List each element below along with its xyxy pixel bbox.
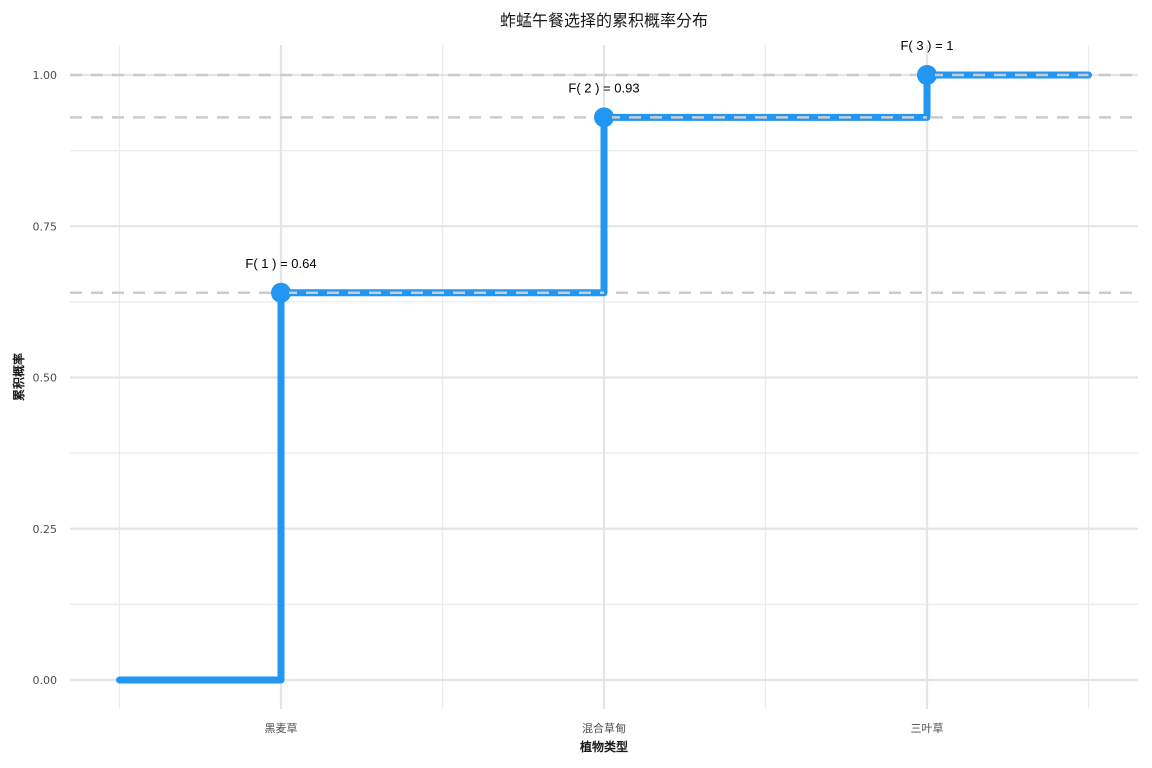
x-tick-labels: 黑麦草 混合草甸 三叶草 xyxy=(265,721,944,735)
y-tick-label: 0.75 xyxy=(33,220,58,233)
cdf-point xyxy=(271,282,291,303)
annotation-layer: F( 1 ) = 0.64 F( 2 ) = 0.93 F( 3 ) = 1 xyxy=(245,38,953,271)
y-tick-label: 0.25 xyxy=(33,523,58,536)
chart-title: 蚱蜢午餐选择的累积概率分布 xyxy=(500,11,708,30)
cdf-point xyxy=(917,65,937,85)
reference-lines-overlay xyxy=(289,73,1089,295)
points-layer xyxy=(271,65,937,303)
y-tick-label: 0.00 xyxy=(33,674,58,687)
y-tick-labels: 0.00 0.25 0.50 0.75 1.00 xyxy=(33,69,58,687)
x-tick-label: 三叶草 xyxy=(911,722,944,735)
x-axis-title: 植物类型 xyxy=(579,739,628,754)
y-tick-label: 0.50 xyxy=(33,372,58,385)
y-tick-label: 1.00 xyxy=(33,69,58,82)
y-axis-title: 累积概率 xyxy=(11,353,26,401)
x-tick-label: 混合草甸 xyxy=(582,721,626,735)
cdf-point xyxy=(594,107,614,128)
point-annotation: F( 2 ) = 0.93 xyxy=(568,80,639,95)
point-annotation: F( 1 ) = 0.64 xyxy=(245,256,316,271)
x-tick-label: 黑麦草 xyxy=(265,722,298,735)
point-annotation: F( 3 ) = 1 xyxy=(900,38,953,53)
